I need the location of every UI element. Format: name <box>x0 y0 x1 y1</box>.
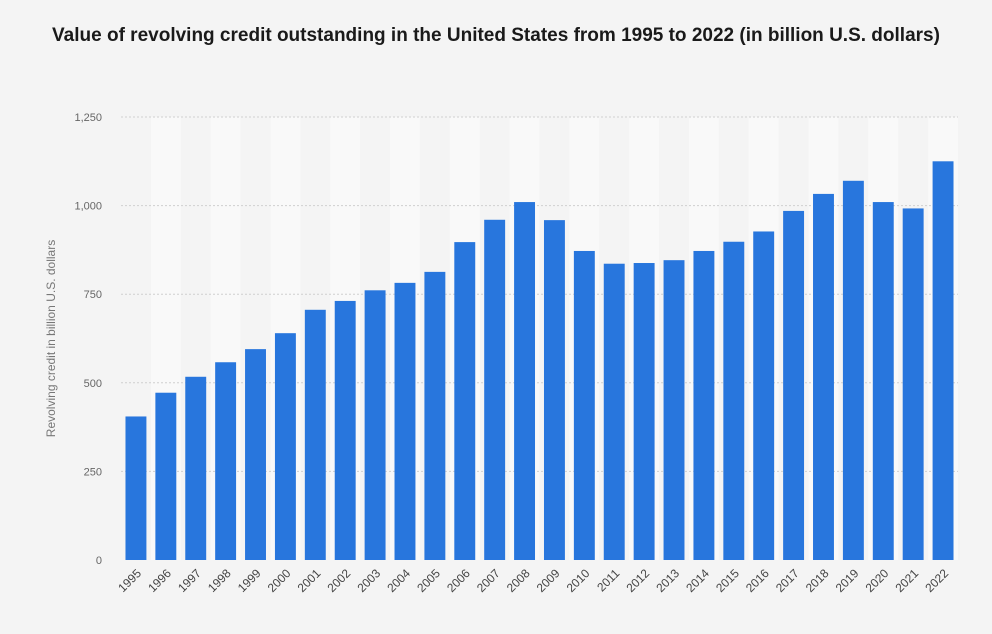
x-tick-label: 2020 <box>863 566 892 595</box>
bar-2019 <box>842 180 864 561</box>
x-tick-label: 2004 <box>384 566 413 595</box>
x-tick-label: 2018 <box>803 566 832 595</box>
x-tick-label: 2005 <box>414 566 443 595</box>
x-tick-label: 2021 <box>893 566 922 595</box>
x-tick-label: 2001 <box>295 566 324 595</box>
x-tick-label: 2009 <box>534 566 563 595</box>
bar-2004 <box>394 282 416 560</box>
x-tick-label: 2014 <box>683 566 712 595</box>
x-tick-label: 1997 <box>175 566 204 595</box>
bar-2014 <box>693 250 715 560</box>
x-tick-label: 2015 <box>713 566 742 595</box>
y-tick-label: 500 <box>84 378 102 390</box>
bar-2006 <box>454 242 476 560</box>
x-tick-label: 2007 <box>474 566 503 595</box>
bar-2008 <box>514 202 536 560</box>
x-tick-label: 2008 <box>504 566 533 595</box>
bar-1997 <box>185 376 207 560</box>
bar-2002 <box>334 300 356 560</box>
x-tick-label: 2012 <box>623 566 652 595</box>
chart-title: Value of revolving credit outstanding in… <box>52 25 940 46</box>
x-tick-label: 2000 <box>265 566 294 595</box>
bar-2005 <box>424 271 446 560</box>
x-tick-label: 2013 <box>653 566 682 595</box>
bar-2013 <box>663 260 685 560</box>
bar-2022 <box>932 161 954 561</box>
x-tick-label: 2002 <box>325 566 354 595</box>
bar-2001 <box>304 309 326 560</box>
bar-2020 <box>872 202 894 560</box>
x-tick-label: 2011 <box>594 566 622 594</box>
x-tick-label: 2019 <box>833 566 862 595</box>
x-tick-label: 1995 <box>115 566 144 595</box>
x-tick-label: 2003 <box>354 566 383 595</box>
x-tick-label: 2016 <box>743 566 772 595</box>
y-tick-label: 250 <box>84 466 102 478</box>
bar-2012 <box>633 263 655 560</box>
bar-2021 <box>902 208 924 561</box>
bar-2017 <box>783 210 805 560</box>
bar-1998 <box>215 362 237 560</box>
bar-2018 <box>813 193 834 561</box>
y-tick-label: 1,000 <box>74 201 102 213</box>
bar-2011 <box>603 263 625 560</box>
bar-2007 <box>484 219 506 560</box>
x-tick-label: 1996 <box>145 566 174 595</box>
bar-2009 <box>543 220 565 560</box>
bar-1995 <box>125 416 147 560</box>
x-tick-label: 1998 <box>205 566 234 595</box>
y-tick-label: 750 <box>84 289 102 301</box>
bar-2010 <box>573 250 595 560</box>
bar-2016 <box>753 231 775 561</box>
x-tick-label: 2022 <box>922 566 951 595</box>
x-tick-label: 1999 <box>235 566 264 595</box>
bar-1999 <box>245 349 266 560</box>
x-tick-label: 2006 <box>444 566 473 595</box>
bar-2003 <box>364 290 386 560</box>
bar-1996 <box>155 392 177 560</box>
y-axis-label: Revolving credit in billion U.S. dollars <box>44 240 58 437</box>
bar-2015 <box>723 241 745 561</box>
x-tick-label: 2010 <box>564 566 593 595</box>
y-tick-label: 0 <box>96 555 102 567</box>
x-tick-label: 2017 <box>773 566 802 595</box>
y-tick-label: 1,250 <box>74 112 102 124</box>
bar-2000 <box>274 333 296 560</box>
